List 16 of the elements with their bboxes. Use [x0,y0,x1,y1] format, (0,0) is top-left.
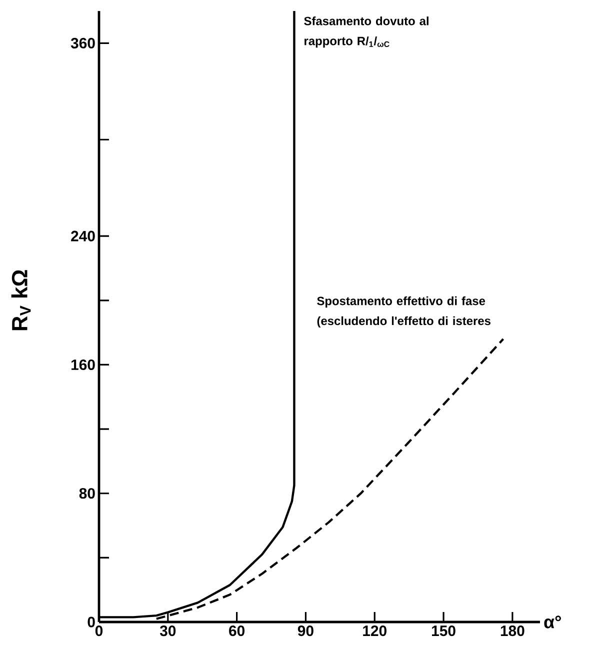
y-tick-label: 240 [71,230,95,242]
x-tick-label: 150 [432,626,456,636]
y-tick-label: 80 [79,488,95,499]
y-tick-label: 160 [71,359,95,370]
y-axis-title: R$_{V}$ kΩ [11,270,31,330]
x-tick-label: 90 [298,626,314,636]
x-axis-title: α° [544,616,561,628]
x-tick-label: 180 [500,626,524,636]
x-tick-label: 30 [160,626,176,636]
x-tick-label: 60 [229,626,244,636]
series-label: Sfasamento dovuto al rapporto R/$_{1}$/$_{ωC}$ [304,16,428,48]
series-label: Spostamento effettivo di fase (escludendo l'effetto di isteres [317,296,490,328]
y-tick-label: 0 [88,616,95,628]
x-tick-label: 120 [363,626,386,636]
x-tick-label: 0 [95,626,103,636]
y-tick-label: 360 [70,38,95,48]
